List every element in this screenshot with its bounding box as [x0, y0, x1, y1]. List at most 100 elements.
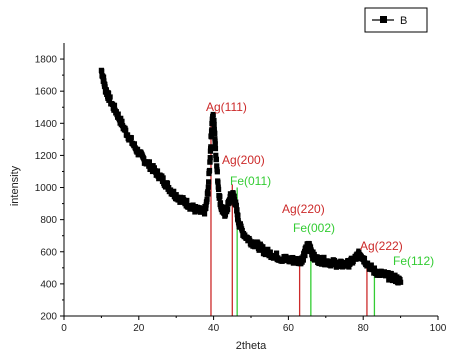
y-tick-label: 200 [40, 312, 57, 323]
series-b-point [211, 126, 217, 133]
series-b-point [124, 132, 131, 138]
series-b-point [318, 256, 324, 262]
x-tick-label: 80 [358, 323, 370, 334]
series-b-point [107, 94, 113, 100]
series-b-point [118, 115, 124, 121]
series-b-point [313, 257, 320, 263]
series-b-point [227, 199, 233, 205]
series-b-point [173, 192, 179, 198]
peak-label: Ag(222) [360, 239, 403, 253]
series-b-point [215, 179, 221, 185]
series-b-point [290, 254, 296, 261]
series-b-point [201, 211, 208, 217]
series-b-point [105, 90, 112, 97]
series-b-point [184, 197, 190, 204]
series-b-point [217, 194, 223, 200]
y-tick-label: 1800 [35, 55, 58, 66]
series-b-point [99, 68, 105, 74]
series-b-point [119, 118, 125, 124]
y-tick-label: 400 [40, 279, 57, 290]
series-b-point [111, 102, 118, 108]
peak-annotations: Ag(111) Ag(200) Fe(011) Ag(220) Fe(002) Ag(22… [206, 100, 434, 268]
series-b-point [267, 249, 273, 255]
series-b-point [206, 179, 212, 185]
series-b-point [205, 191, 211, 197]
series-b-point [212, 141, 218, 147]
series-b-point [346, 264, 352, 270]
series-b-point [213, 152, 219, 158]
series-b-points [98, 67, 404, 286]
series-b-point [205, 184, 211, 190]
legend-label: B [400, 15, 407, 27]
series-b-point [233, 199, 239, 205]
series-b-point [256, 247, 262, 253]
series-b-point [217, 200, 224, 206]
series-b-point [222, 212, 229, 218]
series-b-point [302, 252, 308, 259]
series-b-point [371, 265, 378, 271]
series-b-point [231, 193, 237, 199]
series-b-point [207, 159, 213, 165]
series-b-point [115, 111, 121, 117]
series-b-point [235, 212, 241, 218]
x-tick-label: 40 [208, 323, 220, 334]
series-b-point [208, 144, 214, 150]
series-b-point [203, 202, 209, 208]
series-b-point [211, 117, 217, 124]
series-b-point [160, 175, 166, 181]
peak-label: Fe(011) [230, 174, 271, 188]
series-b-point [131, 141, 138, 147]
peak-label: Ag(200) [222, 153, 265, 167]
series-b-point [321, 254, 327, 260]
series-b-point [356, 248, 362, 254]
series-b-point [210, 111, 216, 118]
x-tick-label: 20 [133, 323, 145, 334]
peak-label: Ag(220) [282, 202, 325, 216]
y-tick-label: 600 [40, 247, 57, 258]
series-b-point [102, 84, 108, 90]
series-b-point [209, 127, 215, 133]
series-b-point [128, 135, 134, 141]
series-b-point [164, 180, 171, 187]
series-b-point [350, 258, 356, 265]
y-tick-label: 800 [40, 215, 57, 226]
x-tick-label: 100 [430, 323, 447, 334]
series-b-point [238, 223, 244, 229]
x-tick-label: 60 [283, 323, 295, 334]
series-b-point [151, 165, 157, 171]
series-b-point [300, 257, 306, 263]
series-b-point [361, 255, 368, 262]
series-b-point [307, 244, 314, 250]
series-b-point [328, 263, 334, 269]
series-b-point [265, 246, 271, 252]
axes: 0 20 40 60 80 100 200 400 600 800 1000 1200 1400 1600… [35, 43, 447, 334]
series-b-point [211, 121, 217, 128]
series-b-point [225, 206, 231, 212]
y-tick-label: 1600 [35, 87, 58, 98]
series-b-point [233, 203, 239, 209]
series-b-point [208, 134, 214, 140]
series-b-point [100, 74, 107, 80]
series-b-point [213, 156, 220, 162]
series-b-point [215, 186, 222, 192]
peak-label: Ag(111) [206, 100, 247, 114]
series-b-point [214, 163, 220, 169]
series-b-point [212, 138, 218, 144]
legend-marker [380, 16, 387, 23]
series-b-point [141, 156, 147, 162]
series-b-point [260, 244, 266, 250]
series-b-point [239, 227, 245, 234]
series-b-point [203, 205, 209, 211]
series-b-point [398, 279, 404, 285]
series-b-point [212, 146, 219, 152]
legend: B [364, 7, 428, 33]
series-b-point [368, 262, 374, 268]
series-b-point [204, 196, 210, 202]
series-b-point [234, 207, 240, 213]
series-b-point [397, 276, 403, 283]
y-tick-label: 1200 [35, 151, 58, 162]
series-b-point [212, 130, 218, 137]
peak-label: Fe(112) [393, 254, 434, 268]
y-tick-label: 1400 [35, 119, 58, 130]
